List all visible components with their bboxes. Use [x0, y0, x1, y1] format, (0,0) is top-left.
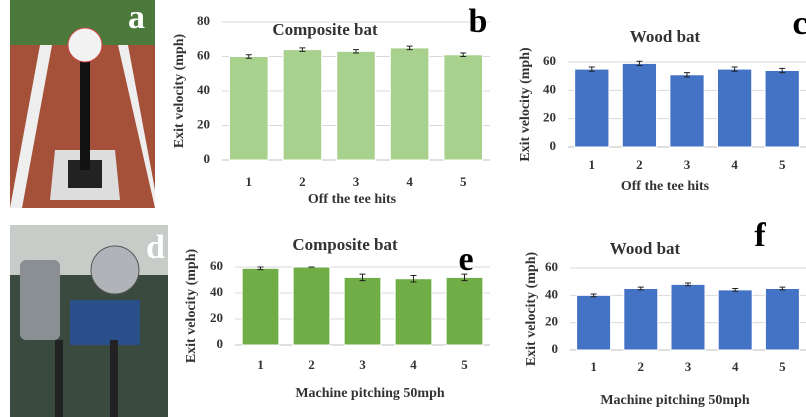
x-tick-label: 1 [589, 157, 596, 172]
y-axis-label: Exit velocity (mph) [184, 249, 199, 364]
bar [765, 289, 799, 351]
bar [575, 69, 609, 147]
figure: a d 02040608012345Composite batbOff the … [0, 0, 806, 417]
bar [671, 284, 705, 350]
bar [337, 51, 376, 160]
y-tick-label: 0 [550, 138, 557, 153]
bar [717, 69, 751, 147]
x-tick-label: 3 [685, 359, 692, 374]
x-axis-label: Machine pitching 50mph [295, 386, 445, 401]
y-tick-label: 60 [210, 258, 223, 273]
y-tick-label: 0 [217, 336, 224, 351]
x-tick-label: 2 [299, 174, 306, 189]
x-tick-label: 5 [460, 174, 467, 189]
x-tick-label: 2 [308, 357, 315, 372]
y-axis-label: Exit velocity (mph) [518, 47, 533, 162]
x-tick-label: 1 [590, 359, 597, 374]
bar [283, 50, 322, 160]
x-tick-label: 2 [636, 157, 643, 172]
y-axis-label: Exit velocity (mph) [524, 252, 539, 367]
y-tick-label: 60 [543, 53, 556, 68]
y-tick-label: 80 [197, 13, 210, 28]
bar [390, 48, 429, 160]
bar [577, 295, 611, 350]
y-tick-label: 40 [197, 82, 210, 97]
x-tick-label: 1 [257, 357, 264, 372]
bar [344, 277, 381, 345]
x-tick-label: 4 [732, 359, 739, 374]
bar [624, 289, 658, 351]
x-tick-label: 3 [359, 357, 366, 372]
bar [718, 290, 752, 350]
bar [670, 75, 704, 147]
panel-label: d [146, 229, 165, 266]
x-tick-label: 5 [779, 157, 786, 172]
y-tick-label: 20 [545, 314, 558, 329]
bar [230, 57, 269, 161]
panel-label: a [128, 0, 145, 36]
bar [765, 71, 799, 148]
x-tick-label: 1 [246, 174, 253, 189]
y-tick-label: 40 [545, 286, 558, 301]
chart-title: Wood bat [610, 239, 681, 258]
y-tick-label: 60 [545, 259, 558, 274]
panel-label: c [792, 5, 806, 42]
chart-title: Composite bat [272, 20, 378, 39]
bar [444, 55, 483, 160]
x-tick-label: 5 [461, 357, 468, 372]
y-tick-label: 20 [197, 116, 210, 131]
panel-label: e [458, 241, 473, 278]
y-tick-label: 60 [197, 47, 210, 62]
bar [622, 63, 656, 147]
y-tick-label: 0 [552, 341, 559, 356]
y-tick-label: 0 [204, 151, 211, 166]
x-axis-label: Off the tee hits [621, 179, 710, 194]
y-tick-label: 40 [543, 81, 556, 96]
bar [395, 279, 432, 345]
y-tick-label: 40 [210, 284, 223, 299]
chart-title: Composite bat [292, 235, 398, 254]
x-tick-label: 2 [638, 359, 645, 374]
y-tick-label: 20 [210, 310, 223, 325]
panel-label: f [754, 217, 766, 254]
x-tick-label: 3 [684, 157, 691, 172]
y-tick-label: 20 [543, 110, 556, 125]
x-axis-label: Off the tee hits [308, 192, 397, 207]
x-tick-label: 3 [353, 174, 360, 189]
chart-title: Wood bat [630, 27, 701, 46]
photo-pitching-machine: d [10, 225, 168, 417]
x-tick-label: 4 [410, 357, 417, 372]
x-tick-label: 4 [731, 157, 738, 172]
y-axis-label: Exit velocity (mph) [172, 34, 187, 149]
bar [293, 267, 330, 345]
bar [446, 277, 483, 345]
x-tick-label: 4 [406, 174, 413, 189]
x-tick-label: 5 [779, 359, 786, 374]
panel-label: b [469, 3, 488, 40]
photo-tee: a [10, 0, 155, 208]
x-axis-label: Machine pitching 50mph [600, 393, 750, 408]
bar [242, 268, 279, 345]
